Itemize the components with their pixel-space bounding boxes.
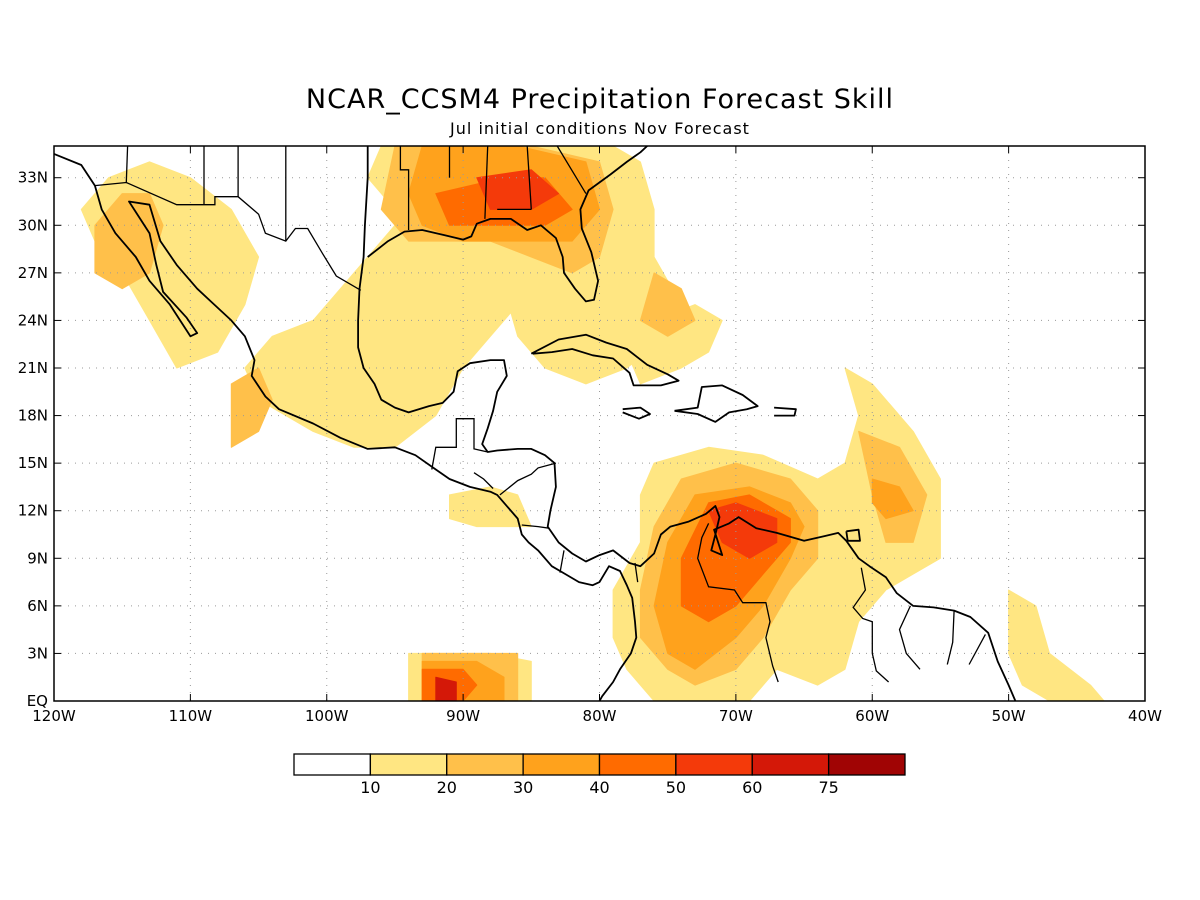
colorbar-label: 30 [513,778,533,797]
coastline [530,333,680,387]
page-title: NCAR_CCSM4 Precipitation Forecast Skill [305,84,895,115]
political-border [399,146,410,230]
political-border [697,523,779,683]
lon-tick-label: 40W [1128,707,1162,725]
skill-region-level-6 [435,676,457,701]
colorbar-label: 50 [666,778,686,797]
political-border [484,146,489,219]
lat-tick-label: 18N [18,407,48,425]
colorbar-label: 40 [589,778,609,797]
political-border [559,550,565,573]
colorbar-label: 10 [360,778,380,797]
skill-region-level-1 [1008,589,1105,701]
lon-tick-label: 110W [169,707,213,725]
coastline [367,146,648,303]
page-subtitle: Jul initial conditions Nov Forecast [450,119,750,138]
lat-tick-label: EQ [27,692,48,710]
coastline [845,528,861,542]
skill-region-level-1 [449,486,532,528]
coastline [774,406,797,417]
colorbar-swatch [369,753,448,776]
lon-tick-label: 70W [719,707,753,725]
coastline [674,384,759,423]
lat-tick-label: 6N [27,597,48,615]
lat-tick-label: 30N [18,216,48,234]
colorbar-swatch [827,753,906,776]
political-border [634,562,639,583]
lat-tick-label: 21N [18,359,48,377]
skill-region-level-2 [230,367,273,448]
skill-region-level-3 [871,478,914,520]
lon-tick-label: 60W [855,707,889,725]
lat-tick-label: 27N [18,264,48,282]
lon-tick-label: 90W [446,707,480,725]
skill-region-level-5 [708,502,778,559]
colorbar-swatch [293,753,372,776]
colorbar-swatch [675,753,753,776]
political-border [852,567,890,683]
lat-tick-label: 15N [18,454,48,472]
lon-tick-label: 100W [305,707,349,725]
political-border [946,610,955,665]
colorbar-label: 75 [818,778,838,797]
colorbar-swatch [522,753,601,776]
political-border [431,418,488,470]
lon-tick-label: 120W [32,707,76,725]
political-border [125,146,129,183]
political-border [473,472,494,489]
political-border [521,524,550,529]
skill-shading [80,146,1105,701]
lat-lon-grid [54,146,1145,701]
coastline [622,406,651,420]
colorbar-swatch [446,753,524,776]
political-border [499,462,557,496]
lon-tick-label: 50W [992,707,1026,725]
political-border [968,634,986,665]
skill-region-level-5 [476,169,560,210]
coastlines [54,146,1017,701]
political-border [898,605,921,670]
coastline [54,153,638,701]
political-border [526,146,532,210]
lat-tick-label: 3N [27,644,48,662]
colorbar-label: 60 [742,778,762,797]
lat-tick-label: 9N [27,549,48,567]
skill-region-level-2 [639,272,696,337]
colorbar-label: 20 [437,778,457,797]
skill-region-level-2 [94,193,164,290]
colorbar: 10 20 30 40 50 60 75 [293,753,906,797]
coastline [357,146,1017,701]
lat-tick-label: 12N [18,502,48,520]
lon-tick-label: 80W [583,707,617,725]
colorbar-swatch [598,753,677,776]
lat-tick-label: 33N [18,169,48,187]
political-border [556,146,587,194]
colorbar-swatch [751,753,830,776]
lat-tick-label: 24N [18,311,48,329]
political-border [94,181,362,291]
